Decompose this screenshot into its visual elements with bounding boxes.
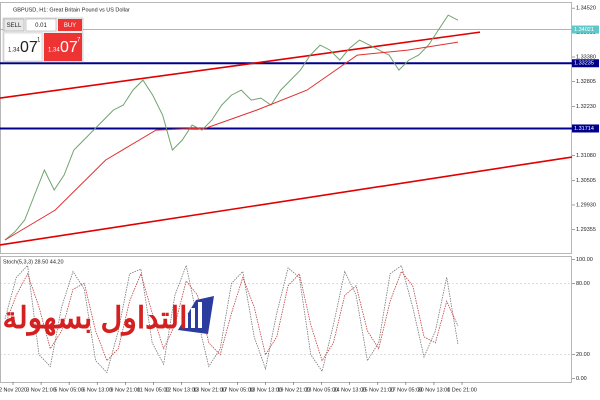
x-tick-label: 27 Nov 05:00 (390, 387, 423, 393)
x-tick-label: 1 Dec 21:00 (447, 387, 477, 393)
buy-price: 1.34 (48, 48, 60, 54)
sell-price: 1.34 (8, 48, 20, 54)
x-tick-label: 9 Nov 21:00 (110, 387, 140, 393)
x-tick-label: 3 Nov 21:00 (26, 387, 56, 393)
sell-pips: 07 (20, 39, 38, 56)
y-tick-label: 1.30505 (576, 178, 596, 184)
sell-label[interactable]: SELL (7, 23, 22, 29)
y-tick-label: 1.32805 (576, 79, 596, 85)
y-tick-label: 100.00 (576, 257, 593, 263)
logo-bar (198, 302, 202, 328)
price-line (4, 14, 459, 241)
stoch-pane (0, 256, 572, 383)
sell-button[interactable] (3, 18, 25, 32)
x-tick-label: 24 Nov 13:00 (333, 387, 366, 393)
buy-label[interactable]: BUY (64, 23, 76, 29)
watermark-text: التداول بسهولة (3, 302, 188, 336)
y-tick-label: 1.29355 (576, 227, 596, 233)
y-tick-label: 1.29930 (576, 202, 596, 208)
x-tick-label: 2 Nov 2020 (0, 387, 27, 393)
y-tick-label: 0.00 (576, 376, 587, 382)
level-label: 1.31714 (574, 126, 594, 132)
y-tick-label: 20.00 (576, 352, 590, 358)
y-tick-label: 80.00 (576, 281, 590, 287)
level-tag (572, 25, 599, 34)
x-tick-label: 23 Nov 05:00 (305, 387, 338, 393)
y-tick-label: 1.33380 (576, 54, 596, 60)
y-tick-label: 1.32230 (576, 104, 596, 110)
logo-bar (191, 308, 195, 328)
watermark: التداول بسهولة (3, 296, 214, 336)
stoch-title: Stoch(5,3,3) 28.50 44.20 (3, 259, 64, 265)
stoch-line (4, 264, 459, 374)
buy-point: 7 (77, 38, 81, 44)
x-tick-label: 19 Nov 21:00 (277, 387, 310, 393)
y-tick-label: 1.34520 (576, 6, 596, 12)
x-tick-label: 11 Nov 05:00 (137, 387, 169, 393)
trend-line (0, 156, 573, 246)
buy-pips: 07 (60, 39, 78, 56)
trend-line (0, 31, 481, 99)
stoch-line (4, 270, 459, 362)
x-tick-label: 13 Nov 21:00 (193, 387, 226, 393)
x-tick-label: 18 Nov 13:00 (249, 387, 282, 393)
lot-value[interactable]: 0.01 (35, 23, 47, 29)
x-tick-label: 5 Nov 05:00 (54, 387, 84, 393)
lot-input[interactable] (25, 18, 57, 32)
buy-quote[interactable] (44, 33, 82, 61)
x-tick-label: 12 Nov 13:00 (165, 387, 198, 393)
logo-bar (184, 314, 188, 328)
trade-panel: SELL 0.01 BUY 1.34 07 1 1.34 07 7 (2, 17, 84, 63)
level-label: 1.33235 (574, 61, 594, 67)
sell-quote[interactable] (3, 32, 43, 62)
y-tick-label: 1.31080 (576, 153, 596, 159)
x-tick-label: 30 Nov 13:00 (418, 387, 451, 393)
level-tag (572, 59, 599, 68)
buy-button[interactable] (58, 19, 82, 31)
symbol-title: GBPUSD, H1: Great Britain Pound vs US Do… (13, 7, 130, 13)
level-label: 1.34021 (574, 27, 594, 33)
x-tick-label: 25 Nov 21:00 (361, 387, 394, 393)
moving-average (4, 41, 459, 241)
x-tick-label: 6 Nov 13:00 (82, 387, 112, 393)
x-tick-label: 17 Nov 05:00 (221, 387, 254, 393)
level-tag (572, 124, 599, 133)
sell-point: 1 (37, 38, 41, 44)
